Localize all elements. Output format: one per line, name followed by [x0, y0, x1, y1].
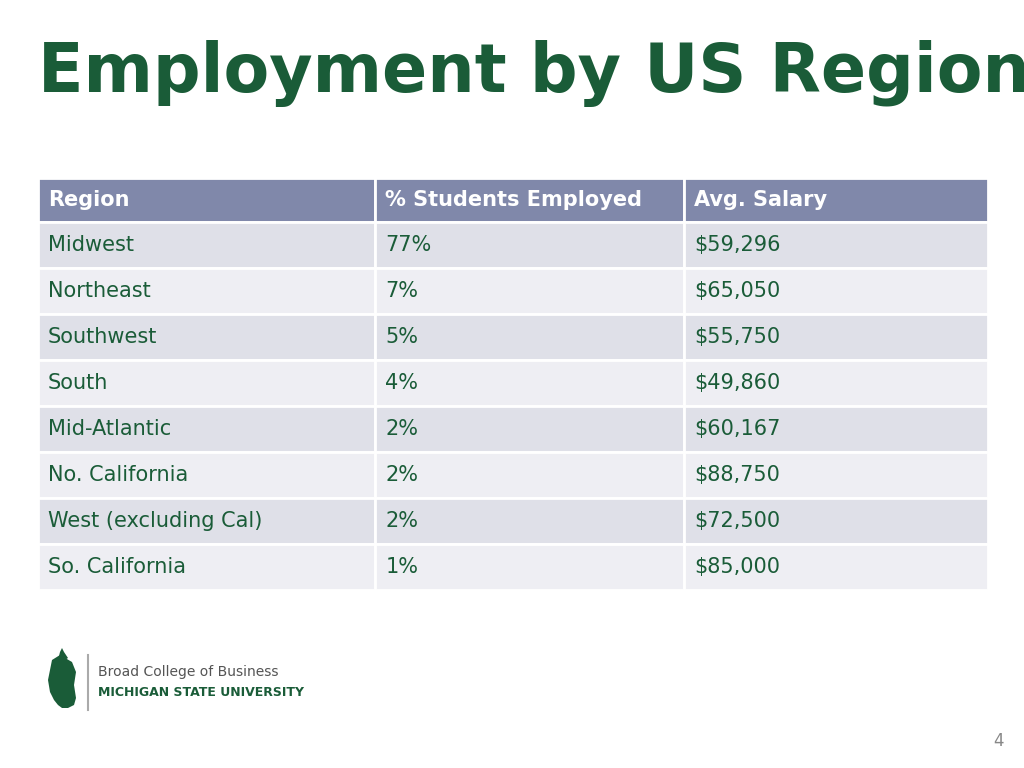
- Text: $72,500: $72,500: [694, 511, 780, 531]
- Bar: [375, 498, 684, 544]
- Polygon shape: [48, 655, 76, 708]
- Bar: [684, 452, 988, 498]
- Bar: [684, 498, 988, 544]
- Text: Broad College of Business: Broad College of Business: [98, 665, 279, 679]
- Text: Employment by US Region: Employment by US Region: [38, 40, 1024, 107]
- Bar: [684, 178, 988, 222]
- Text: South: South: [48, 373, 109, 393]
- Text: No. California: No. California: [48, 465, 188, 485]
- Bar: [684, 268, 988, 314]
- Bar: [375, 268, 684, 314]
- Text: MICHIGAN STATE UNIVERSITY: MICHIGAN STATE UNIVERSITY: [98, 686, 304, 699]
- Text: $65,050: $65,050: [694, 281, 780, 301]
- Text: 1%: 1%: [385, 557, 418, 577]
- Text: $59,296: $59,296: [694, 235, 780, 255]
- Bar: [684, 406, 988, 452]
- Bar: [684, 544, 988, 590]
- Text: 4%: 4%: [385, 373, 418, 393]
- Bar: [684, 314, 988, 360]
- Text: $49,860: $49,860: [694, 373, 780, 393]
- Bar: [375, 544, 684, 590]
- Bar: [38, 178, 375, 222]
- Bar: [684, 360, 988, 406]
- Text: $85,000: $85,000: [694, 557, 780, 577]
- Text: West (excluding Cal): West (excluding Cal): [48, 511, 262, 531]
- Text: Mid-Atlantic: Mid-Atlantic: [48, 419, 171, 439]
- Bar: [375, 178, 684, 222]
- Bar: [38, 544, 375, 590]
- Text: 2%: 2%: [385, 511, 418, 531]
- Bar: [38, 268, 375, 314]
- Text: 2%: 2%: [385, 419, 418, 439]
- Text: $88,750: $88,750: [694, 465, 780, 485]
- Text: % Students Employed: % Students Employed: [385, 190, 642, 210]
- Text: So. California: So. California: [48, 557, 186, 577]
- Text: 77%: 77%: [385, 235, 431, 255]
- Bar: [38, 222, 375, 268]
- Text: 2%: 2%: [385, 465, 418, 485]
- Text: Region: Region: [48, 190, 129, 210]
- Bar: [375, 222, 684, 268]
- Text: Northeast: Northeast: [48, 281, 151, 301]
- Bar: [375, 452, 684, 498]
- Text: Southwest: Southwest: [48, 327, 158, 347]
- Bar: [375, 360, 684, 406]
- Bar: [38, 314, 375, 360]
- Bar: [684, 222, 988, 268]
- Bar: [38, 498, 375, 544]
- Bar: [375, 406, 684, 452]
- Bar: [38, 452, 375, 498]
- Bar: [38, 406, 375, 452]
- Text: Midwest: Midwest: [48, 235, 134, 255]
- Bar: [38, 360, 375, 406]
- Text: $55,750: $55,750: [694, 327, 780, 347]
- Text: 7%: 7%: [385, 281, 418, 301]
- Text: $60,167: $60,167: [694, 419, 780, 439]
- Text: 5%: 5%: [385, 327, 418, 347]
- Polygon shape: [58, 648, 68, 660]
- Bar: [375, 314, 684, 360]
- Text: 4: 4: [993, 732, 1004, 750]
- Text: Avg. Salary: Avg. Salary: [694, 190, 827, 210]
